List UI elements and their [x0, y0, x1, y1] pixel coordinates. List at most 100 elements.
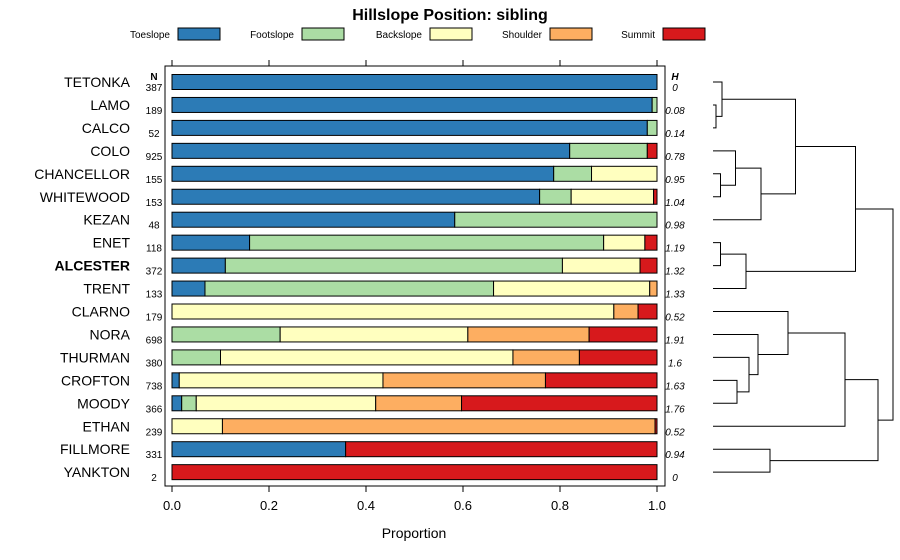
bars-group [171, 74, 658, 481]
row-label: LAMO [90, 97, 130, 113]
n-value: 366 [146, 404, 163, 415]
bar-segment-summit [639, 257, 658, 274]
bar-row-fillmore [171, 441, 658, 458]
row-label: ENET [93, 235, 131, 251]
n-value: 239 [146, 427, 163, 438]
row-label: ETHAN [83, 418, 130, 434]
dendrogram-branch [713, 379, 738, 404]
h-value: 0.94 [665, 450, 685, 461]
bar-row-thurman [171, 349, 658, 366]
row-label: CHANCELLOR [34, 166, 130, 182]
x-tick-label: 0.0 [163, 498, 181, 513]
bar-segment-toeslope [171, 142, 571, 159]
bar-segment-backslope [561, 257, 641, 274]
legend-swatch-backslope [429, 27, 473, 41]
row-label: FILLMORE [60, 441, 130, 457]
bar-segment-toeslope [171, 165, 555, 182]
bar-segment-toeslope [171, 257, 226, 274]
bar-segment-shoulder [613, 303, 639, 320]
row-label: KEZAN [83, 212, 130, 228]
h-value: 0.14 [665, 129, 685, 140]
x-tick-label: 0.8 [551, 498, 569, 513]
bar-segment-shoulder [221, 418, 656, 435]
legend-label-backslope: Backslope [376, 30, 423, 41]
legend-swatch-footslope [301, 27, 345, 41]
n-value: 52 [148, 129, 160, 140]
h-value: 1.33 [665, 290, 685, 301]
h-header: H [671, 72, 679, 83]
plot-frame [164, 65, 666, 487]
bar-segment-summit [644, 234, 658, 251]
n-value: 118 [146, 244, 162, 255]
h-value: 0 [672, 473, 678, 484]
n-value: 155 [146, 175, 163, 186]
h-value: 1.63 [665, 381, 685, 392]
h-value: 1.76 [665, 404, 685, 415]
bar-segment-toeslope [171, 74, 658, 90]
row-label: CROFTON [61, 372, 130, 388]
n-value: 133 [146, 290, 163, 301]
h-value: 1.6 [668, 358, 682, 369]
bar-segment-footslope [171, 326, 281, 343]
h-labels: 0 0.08 0.14 0.78 0.95 1.04 0.98 1.19 1.32 1.33 0.5… [665, 83, 685, 484]
bar-segment-toeslope [171, 96, 653, 113]
dendrogram-branch [770, 379, 879, 462]
bar-row-trent [171, 280, 658, 297]
bar-segment-backslope [279, 326, 469, 343]
x-axis-label: Proportion [382, 525, 447, 541]
x-tick-label: 0.2 [260, 498, 278, 513]
bar-segment-footslope [539, 188, 572, 205]
dendrogram-branch [713, 81, 723, 117]
row-label: YANKTON [64, 464, 130, 480]
legend-label-shoulder: Shoulder [502, 30, 543, 41]
bar-row-enet [171, 234, 658, 251]
n-header: N [150, 72, 157, 83]
bar-segment-footslope [181, 395, 197, 412]
bar-row-alcester [171, 257, 658, 274]
n-value: 738 [146, 381, 163, 392]
n-value: 925 [146, 152, 163, 163]
bar-segment-summit [345, 441, 658, 458]
dendrogram-branch [713, 253, 747, 290]
bar-segment-toeslope [171, 372, 180, 389]
bar-segment-toeslope [171, 211, 456, 228]
bar-segment-shoulder [467, 326, 590, 343]
bar-segment-summit [637, 303, 658, 320]
dendrogram-branch [713, 448, 771, 473]
legend-label-toeslope: Toeslope [130, 30, 170, 41]
dendrogram-branch [713, 242, 721, 267]
h-value: 1.32 [665, 267, 685, 278]
bar-segment-footslope [454, 211, 658, 228]
n-value: 2 [151, 473, 157, 484]
h-value: 1.04 [665, 198, 685, 209]
dendrogram-branch [746, 146, 856, 272]
legend-swatch-shoulder [549, 27, 593, 41]
h-value: 0.98 [665, 221, 685, 232]
n-value: 698 [146, 335, 163, 346]
legend-label-footslope: Footslope [250, 30, 294, 41]
bar-segment-summit [171, 464, 658, 481]
h-value: 0.78 [665, 152, 685, 163]
bar-segment-footslope [204, 280, 495, 297]
dendrogram-branch [713, 356, 750, 393]
bar-segment-footslope [553, 165, 593, 182]
bar-segment-toeslope [171, 234, 251, 251]
bar-segment-footslope [651, 96, 658, 113]
dendrogram [713, 81, 894, 473]
bar-segment-toeslope [171, 280, 206, 297]
bar-segment-shoulder [512, 349, 580, 366]
bar-segment-footslope [646, 119, 658, 136]
row-label: TRENT [83, 281, 130, 297]
legend: Toeslope Footslope Backslope Shoulder Summit [130, 27, 706, 41]
h-value: 0 [672, 83, 678, 94]
dendrogram-branch [713, 173, 721, 198]
h-value: 1.91 [665, 335, 684, 346]
bar-segment-backslope [195, 395, 377, 412]
bar-row-kezan [171, 211, 658, 228]
n-labels: 387 189 52 925 155 153 48 118 372 133 179 698 380 738… [146, 83, 163, 484]
bar-row-crofton [171, 372, 658, 389]
row-labels: TETONKA LAMO CALCO COLO CHANCELLOR WHITEWOOD K… [34, 74, 130, 480]
bar-segment-summit [646, 142, 658, 159]
h-value: 0.52 [665, 427, 685, 438]
